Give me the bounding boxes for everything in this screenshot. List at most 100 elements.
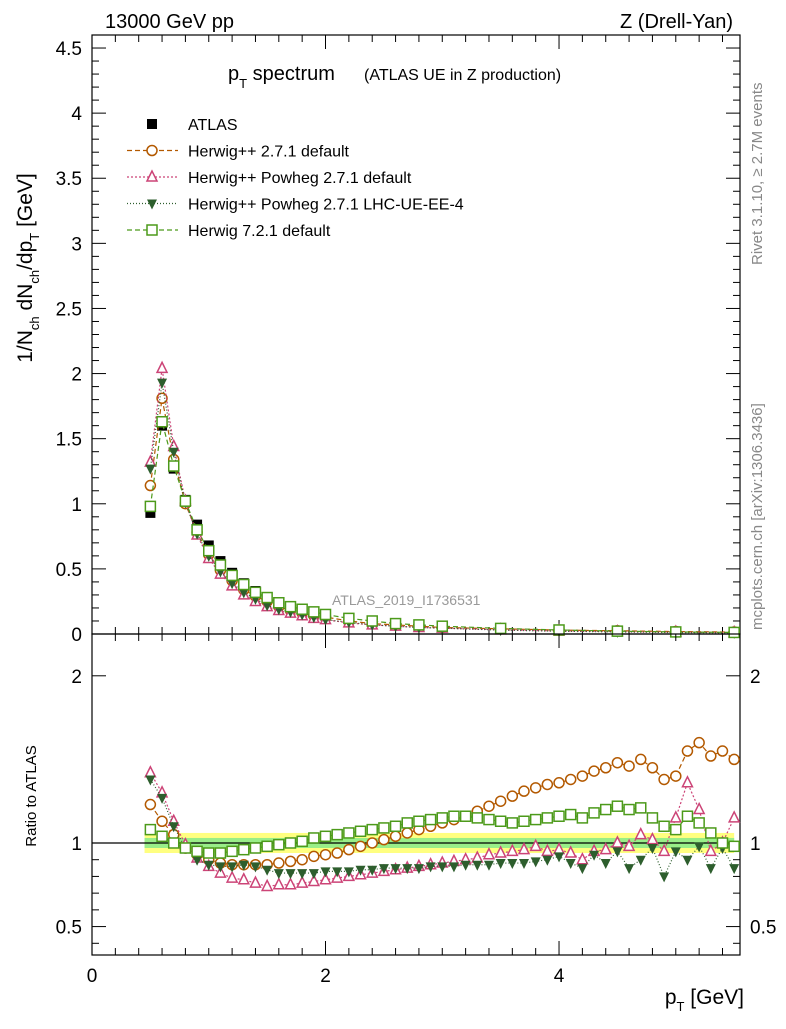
ratio-point: [588, 807, 600, 819]
ratio-point: [238, 843, 250, 856]
ratio-point: [635, 753, 647, 766]
ratio-point: [530, 857, 541, 868]
ratio-point: [588, 765, 600, 777]
ratio-point: [307, 873, 321, 887]
data-point: [611, 625, 624, 637]
ratio-point: [576, 852, 589, 865]
data-point: [157, 378, 168, 389]
ratio-point: [354, 825, 367, 838]
ratio-point: [261, 840, 273, 853]
ratio-point: [728, 753, 740, 766]
ratio-point: [297, 869, 308, 880]
ratio-point: [284, 837, 297, 849]
ratio-point: [611, 835, 624, 848]
ratio-point: [553, 777, 565, 789]
ratio-point: [471, 850, 484, 863]
x-tick-label: 0: [87, 966, 98, 987]
ratio-point: [483, 860, 494, 871]
x-tick-label: 4: [554, 966, 565, 987]
ratio-point: [622, 838, 636, 852]
series-ratio-herwig-powheg-2-7-1-lhc-ue-ee-4: [145, 775, 740, 883]
data-point: [191, 524, 203, 536]
legend-marker: [146, 144, 158, 157]
series-line: [149, 398, 735, 633]
ratio-point: [296, 835, 308, 848]
ratio-point: [599, 841, 612, 855]
legend-label: Herwig++ Powheg 2.7.1 default: [188, 170, 412, 187]
data-point: [168, 447, 179, 458]
y-tick-label-top: 2.5: [56, 299, 82, 320]
legend-item-atlas: ATLAS: [147, 117, 238, 134]
data-point: [226, 569, 238, 582]
ratio-point: [413, 864, 424, 875]
ratio-point: [692, 801, 706, 815]
ratio-point: [331, 847, 343, 859]
data-point: [179, 495, 192, 507]
ratio-point: [564, 773, 577, 786]
ratio-point: [366, 823, 378, 836]
ratio-point: [705, 864, 716, 875]
bottom-frame: [91, 633, 741, 956]
ratio-point: [308, 832, 320, 844]
data-point: [343, 612, 355, 625]
ratio-point: [518, 815, 530, 827]
legend-item-herwig-powheg-2-7-1-default: Herwig++ Powheg 2.7.1 default: [127, 169, 412, 187]
ratio-point: [658, 773, 670, 786]
y-tick-label-top: 3: [71, 234, 82, 255]
x-tick-label: 2: [320, 966, 331, 987]
ratio-point: [564, 845, 577, 858]
rivet-label: Rivet 3.1.10, ≥ 2.7M events: [749, 83, 766, 266]
ratio-point: [529, 813, 542, 826]
y-tick-label-top: 4.5: [56, 39, 82, 60]
series-top-herwig-7-2-1-default: [144, 415, 740, 639]
ratio-point: [519, 859, 529, 870]
ratio-point: [437, 862, 448, 873]
ratio-point: [355, 865, 366, 876]
legend-marker: [145, 169, 159, 182]
data-point: [238, 578, 250, 591]
ratio-point: [658, 820, 670, 833]
ratio-point: [506, 790, 519, 802]
y-tick-label-bottom: 2: [71, 667, 82, 688]
ratio-point: [156, 830, 168, 843]
ratio-point: [494, 845, 507, 858]
ratio-point: [402, 864, 413, 875]
ratio-point: [401, 827, 413, 839]
ratio-point: [459, 810, 472, 822]
ratio-point: [624, 864, 635, 875]
ratio-point: [331, 828, 343, 841]
data-point: [273, 596, 285, 609]
ratio-point: [705, 750, 717, 762]
data-point: [296, 603, 308, 616]
ratio-point: [272, 877, 286, 890]
ratio-point: [635, 855, 646, 866]
ratio-point: [436, 812, 449, 824]
legend-label: Herwig++ Powheg 2.7.1 LHC-UE-EE-4: [188, 197, 464, 214]
data-point: [145, 507, 156, 518]
ratio-point: [716, 745, 729, 757]
data-point: [261, 591, 273, 604]
ratio-point: [611, 800, 624, 812]
y-tick-label-top: 1.5: [56, 430, 82, 451]
series-ratio-herwig-7-2-1-default: [144, 800, 740, 859]
data-point: [227, 579, 238, 590]
ratio-point: [728, 840, 740, 853]
ratio-point: [727, 810, 741, 823]
ratio-point: [669, 810, 682, 823]
ratio-point: [413, 815, 425, 827]
ratio-point: [646, 762, 659, 774]
legend: ATLAS Herwig++ 2.7.1 default Herwig++ Powh…: [127, 117, 464, 240]
data-point: [366, 615, 378, 627]
legend-label: Herwig 7.2.1 default: [188, 223, 331, 240]
data-point: [167, 460, 180, 472]
ratio-point: [448, 810, 460, 822]
ratio-point: [227, 862, 238, 873]
mcplots-label: mcplots.cern.ch [arXiv:1306.3436]: [749, 403, 766, 630]
ratio-point: [273, 838, 285, 851]
data-point: [262, 601, 273, 612]
ratio-point: [670, 770, 682, 782]
ratio-point: [541, 812, 554, 824]
legend-item-herwig-powheg-2-7-1-lhc-ue-ee-4: Herwig++ Powheg 2.7.1 LHC-UE-EE-4: [127, 197, 464, 214]
ratio-point: [623, 803, 635, 816]
